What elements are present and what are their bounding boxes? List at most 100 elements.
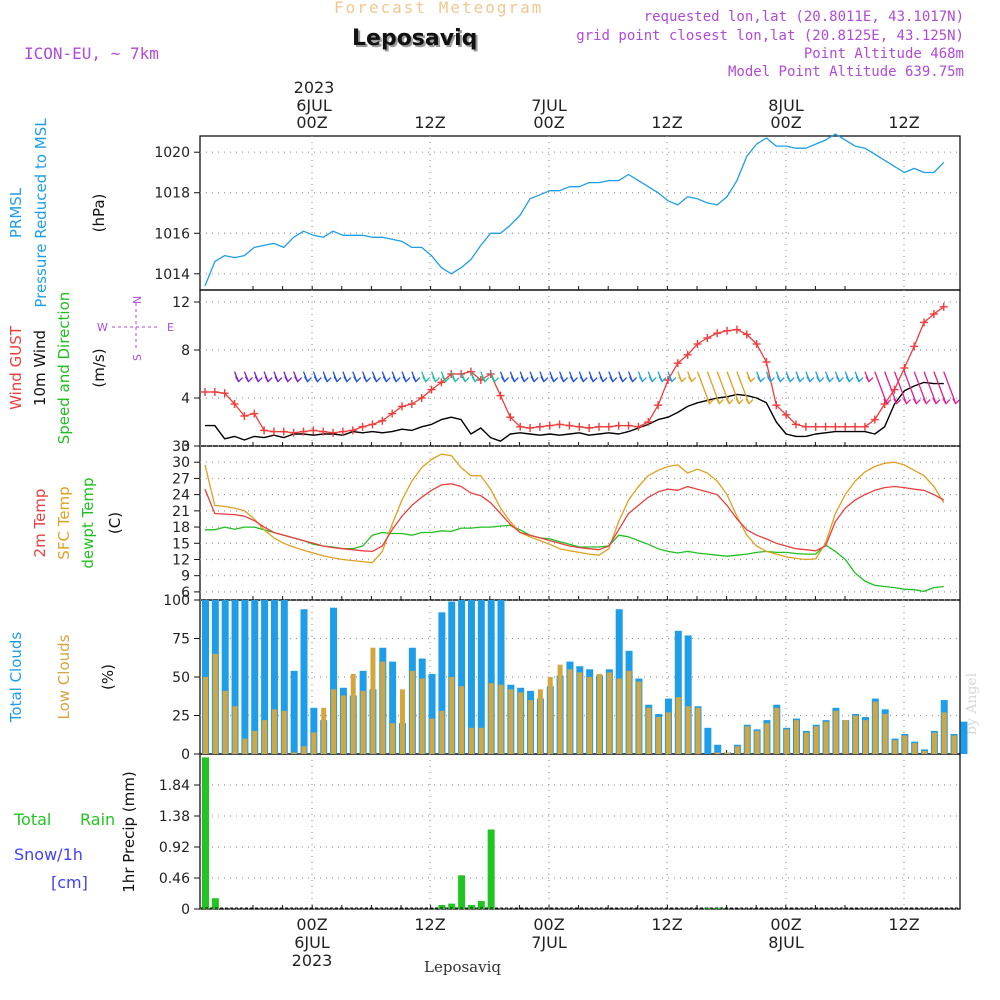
low-cloud-bar bbox=[488, 683, 494, 754]
sfc-temp-line bbox=[204, 453, 945, 564]
wind-arrow-head bbox=[735, 398, 744, 405]
low-cloud-bar bbox=[468, 727, 474, 754]
compass-s: S bbox=[131, 354, 144, 361]
point-altitude: Point Altitude 468m bbox=[803, 46, 964, 62]
y-tick-label: 30 bbox=[172, 455, 190, 471]
low-cloud-bar bbox=[262, 720, 268, 754]
y-tick-label: 4 bbox=[181, 391, 190, 407]
sfc-temp-label: SFC Temp bbox=[55, 486, 73, 559]
gust-marker bbox=[654, 401, 663, 410]
wind-arrow-head bbox=[776, 376, 785, 383]
rain-bar bbox=[438, 904, 446, 909]
total-cloud-bar bbox=[251, 600, 259, 754]
wind-arrow-head bbox=[766, 376, 775, 383]
y-tick-label: 1020 bbox=[154, 145, 190, 161]
low-cloud-bar bbox=[646, 707, 652, 754]
model-label: ICON-EU, ~ 7km bbox=[24, 44, 159, 63]
low-cloud-bar bbox=[212, 653, 218, 754]
gust-marker bbox=[910, 342, 919, 351]
gust-marker bbox=[516, 422, 525, 431]
wind-arrow-head bbox=[912, 398, 921, 405]
gust-marker bbox=[201, 388, 209, 396]
rain-bar bbox=[211, 898, 219, 909]
y-tick-label: 0 bbox=[181, 747, 190, 763]
low-cloud-bar bbox=[291, 752, 297, 754]
gust-line bbox=[205, 306, 945, 434]
total-cloud-bar bbox=[428, 673, 436, 754]
wind-arrow-head bbox=[757, 376, 766, 383]
low-cloud-bar bbox=[508, 689, 514, 754]
wind-arrow-head bbox=[323, 376, 332, 383]
precip-label: 1hr Precip (mm) bbox=[120, 771, 138, 892]
wind-arrow-head bbox=[471, 376, 480, 383]
grid-point-coords: grid point closest lon,lat (20.8125E, 43… bbox=[576, 28, 964, 44]
wind-arrow-head bbox=[303, 376, 312, 383]
gust-marker bbox=[821, 422, 830, 431]
gust-marker bbox=[417, 394, 426, 402]
wind-arrow-head bbox=[363, 376, 372, 383]
low-cloud-bar bbox=[843, 720, 849, 754]
low-cloud-bar bbox=[803, 732, 809, 754]
low-cloud-bar bbox=[311, 732, 317, 754]
gust-label: Wind GUST bbox=[7, 325, 25, 410]
wind-arrow-head bbox=[715, 398, 724, 405]
top-date-label: 7JUL bbox=[531, 96, 567, 115]
wind-arrow-head bbox=[658, 376, 667, 383]
wind-arrow bbox=[884, 371, 898, 404]
wind-arrow-head bbox=[264, 376, 273, 383]
snow-unit-label: [cm] bbox=[51, 873, 88, 892]
top-hour-label: 12Z bbox=[888, 113, 919, 132]
y-tick-label: 0.92 bbox=[159, 840, 190, 856]
low-cloud-bar bbox=[744, 726, 750, 754]
gust-marker bbox=[535, 422, 544, 431]
wind-arrow-head bbox=[579, 376, 588, 383]
wind-arrow-head bbox=[678, 376, 687, 383]
temp-unit: (C) bbox=[106, 512, 124, 534]
compass-w: W bbox=[97, 321, 108, 334]
wind-arrow-head bbox=[313, 376, 322, 383]
wind-arrow-head bbox=[825, 376, 835, 383]
panel-pressure: 1014 1016 1018 1020 bbox=[154, 135, 961, 291]
gust-marker bbox=[673, 359, 682, 368]
wind-arrow-head bbox=[932, 398, 941, 405]
wind10m-line bbox=[205, 381, 944, 442]
wind-arrow-head bbox=[865, 376, 874, 383]
panel-precip: 0 0.46 0.92 1.38 1.84 bbox=[159, 753, 961, 918]
gust-marker bbox=[279, 427, 288, 436]
low-cloud-bar bbox=[331, 689, 337, 754]
wind-arrow-head bbox=[451, 376, 460, 383]
wind-arrow-head bbox=[422, 376, 431, 383]
gust-marker bbox=[929, 310, 938, 318]
y-tick-label: 9 bbox=[181, 569, 190, 585]
gust-marker bbox=[269, 427, 278, 436]
gust-marker bbox=[723, 326, 732, 335]
wind-arrow-head bbox=[845, 376, 854, 383]
low-cloud-bar bbox=[390, 723, 396, 754]
y-tick-label: 15 bbox=[172, 536, 190, 552]
gust-marker bbox=[860, 422, 869, 431]
gust-marker bbox=[427, 385, 436, 394]
low-cloud-bar bbox=[715, 752, 721, 754]
y-tick-label: 25 bbox=[172, 709, 190, 725]
rain-bar bbox=[467, 904, 475, 909]
place-title: Leposaviq bbox=[352, 26, 478, 51]
low-cloud-bar bbox=[587, 677, 593, 754]
gust-marker bbox=[683, 350, 692, 359]
gust-marker bbox=[851, 422, 860, 431]
total-cloud-bar bbox=[221, 600, 229, 754]
low-clouds-label: Low Clouds bbox=[55, 634, 73, 719]
low-cloud-bar bbox=[360, 690, 366, 754]
low-cloud-bar bbox=[695, 707, 701, 754]
gust-marker bbox=[693, 340, 702, 348]
top-hour-label: 00Z bbox=[296, 113, 327, 132]
wind-arrow bbox=[726, 371, 740, 404]
y-tick-label: 1.84 bbox=[159, 778, 190, 794]
y-tick-label: 100 bbox=[163, 593, 190, 609]
low-cloud-bar bbox=[340, 695, 346, 754]
gust-marker bbox=[841, 422, 850, 431]
gust-marker bbox=[565, 421, 574, 430]
gust-marker bbox=[644, 418, 653, 426]
bottom-date-label: 8JUL bbox=[768, 933, 804, 952]
wind-arrow-head bbox=[883, 398, 892, 405]
